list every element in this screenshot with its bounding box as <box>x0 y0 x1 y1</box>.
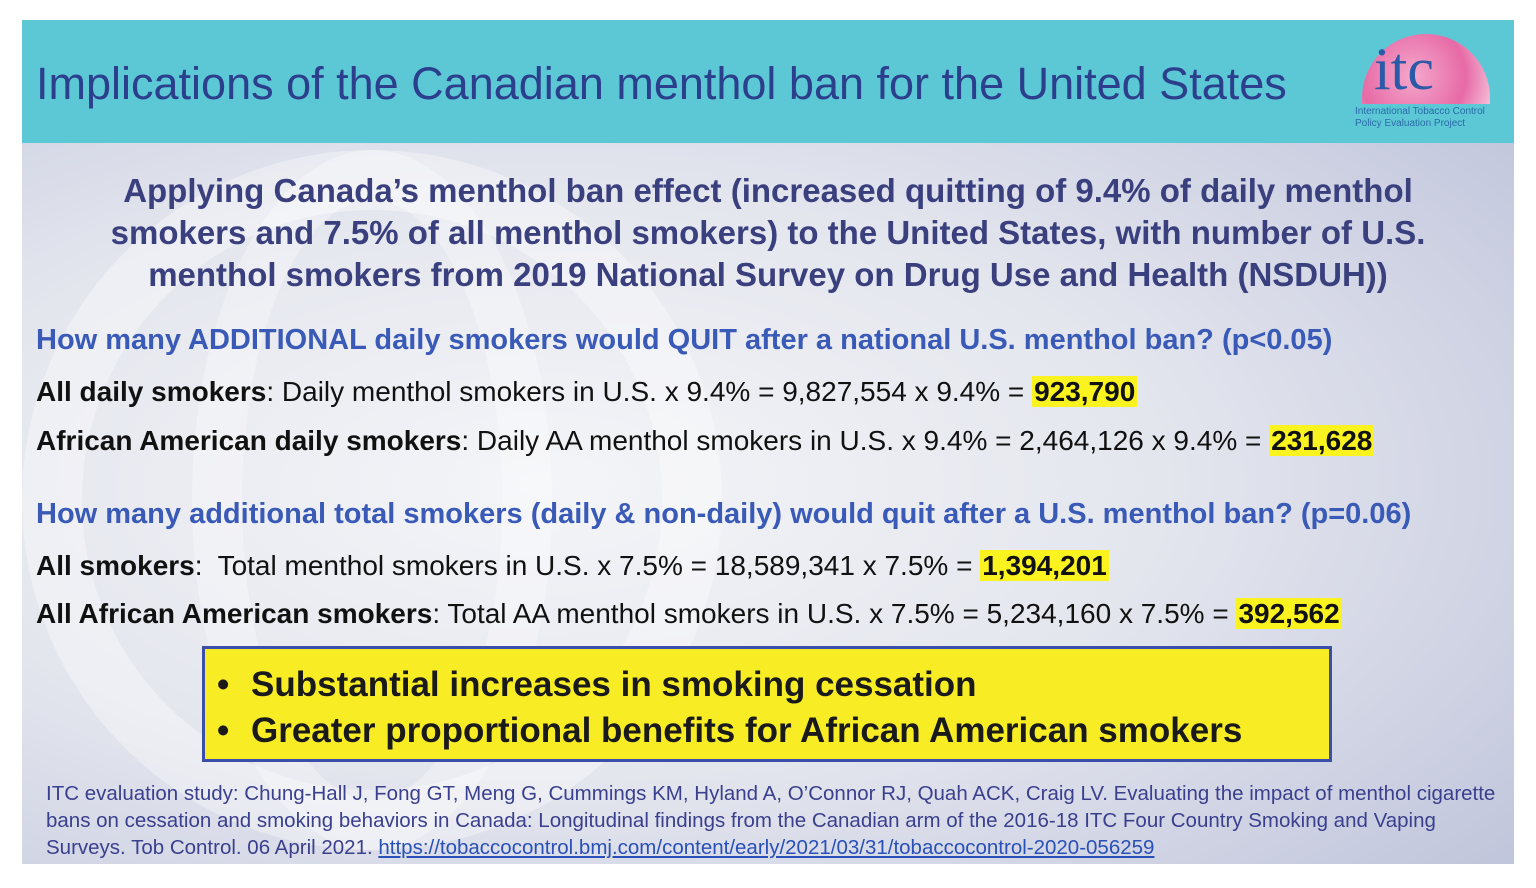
slide: Implications of the Canadian menthol ban… <box>22 20 1514 864</box>
row-result: 392,562 <box>1236 598 1342 629</box>
result-row: All smokers: Total menthol smokers in U.… <box>36 550 1109 582</box>
row-label: All daily smokers <box>36 376 267 407</box>
slide-subtitle: Applying Canada’s menthol ban effect (in… <box>110 172 1426 293</box>
question-total: How many additional total smokers (daily… <box>36 498 1412 530</box>
row-formula: : Daily AA menthol smokers in U.S. x 9.4… <box>461 425 1270 456</box>
row-label: All smokers <box>36 550 195 581</box>
logo-text: itc <box>1374 36 1434 102</box>
conclusion-item: • Substantial increases in smoking cessat… <box>217 665 977 705</box>
row-label: African American daily smokers <box>36 425 462 456</box>
row-result: 923,790 <box>1032 376 1138 407</box>
question-daily: How many ADDITIONAL daily smokers would … <box>36 324 1333 356</box>
header-bar: Implications of the Canadian menthol ban… <box>22 20 1514 143</box>
result-row: African American daily smokers: Daily AA… <box>36 425 1375 457</box>
row-formula: : Daily menthol smokers in U.S. x 9.4% =… <box>266 376 1033 407</box>
bullet-icon: • <box>217 711 230 750</box>
bullet-icon: • <box>217 665 230 704</box>
citation-text: ITC evaluation study: Chung-Hall J, Fong… <box>46 782 1496 859</box>
conclusion-item: • Greater proportional benefits for Afric… <box>217 711 1242 751</box>
citation-link[interactable]: https://tobaccocontrol.bmj.com/content/e… <box>378 836 1155 859</box>
citation: ITC evaluation study: Chung-Hall J, Fong… <box>46 780 1506 861</box>
logo-subtitle-line1: International Tobacco Control <box>1355 106 1485 117</box>
result-row: All daily smokers: Daily menthol smokers… <box>36 376 1138 408</box>
conclusion-text: Substantial increases in smoking cessati… <box>251 665 977 704</box>
slide-title: Implications of the Canadian menthol ban… <box>36 58 1287 109</box>
row-result: 1,394,201 <box>980 550 1109 581</box>
conclusion-box: • Substantial increases in smoking cessat… <box>202 646 1332 762</box>
result-row: All African American smokers: Total AA m… <box>36 598 1342 630</box>
conclusion-text: Greater proportional benefits for Africa… <box>251 711 1243 750</box>
row-formula: : Total AA menthol smokers in U.S. x 7.5… <box>432 598 1237 629</box>
itc-logo: itc International Tobacco Control Policy… <box>1352 30 1502 140</box>
logo-subtitle: International Tobacco Control Policy Eva… <box>1355 106 1485 130</box>
row-formula: : Total menthol smokers in U.S. x 7.5% =… <box>194 550 981 581</box>
row-result: 231,628 <box>1269 425 1375 456</box>
logo-subtitle-line2: Policy Evaluation Project <box>1355 118 1466 129</box>
row-label: All African American smokers <box>36 598 433 629</box>
